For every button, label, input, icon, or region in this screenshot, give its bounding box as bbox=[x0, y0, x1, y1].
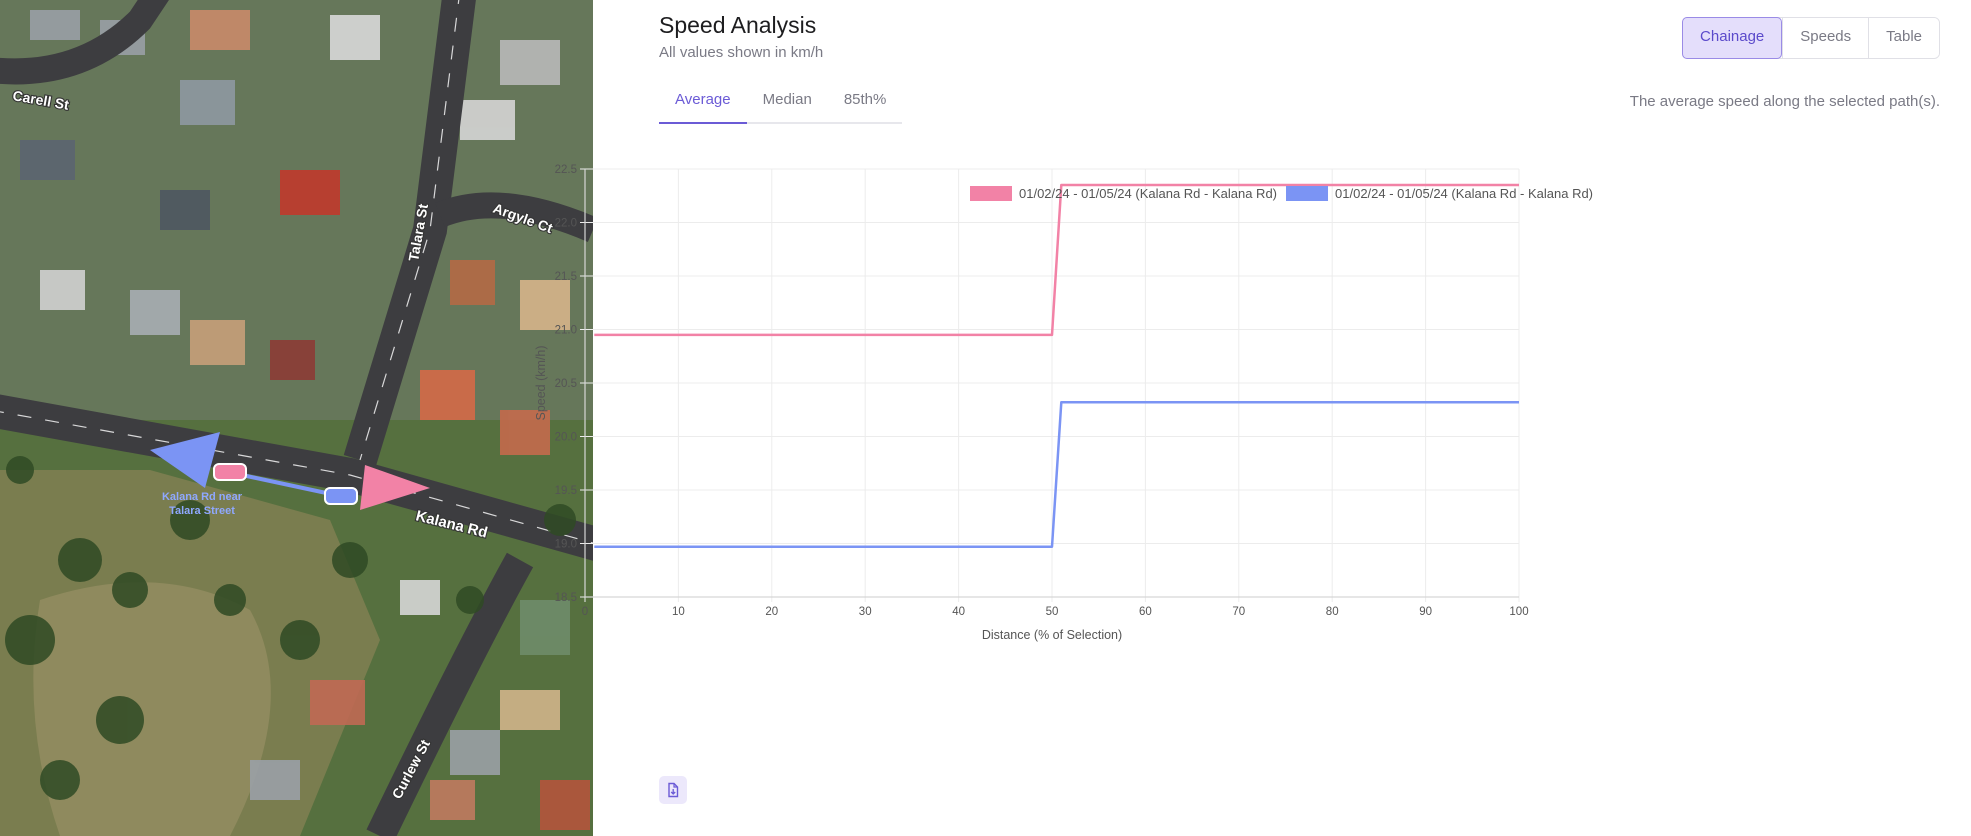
tab-average[interactable]: Average bbox=[659, 86, 747, 124]
view-chainage-button[interactable]: Chainage bbox=[1682, 17, 1783, 59]
chart-axes: 0 10 20 30 40 50 60 70 80 90 10022.522.021.521.020… bbox=[555, 164, 1529, 618]
legend-swatch-0 bbox=[970, 186, 1012, 201]
x-tick-label: 100 bbox=[1509, 606, 1528, 618]
x-tick-label: 20 bbox=[765, 606, 778, 618]
x-tick-label: 90 bbox=[1419, 606, 1432, 618]
statistic-tabs: Average Median 85th% bbox=[659, 86, 902, 124]
legend-label-1[interactable]: 01/02/24 - 01/05/24 (Kalana Rd - Kalana … bbox=[1335, 186, 1593, 201]
chart-legend: 01/02/24 - 01/05/24 (Kalana Rd - Kalana … bbox=[970, 186, 1593, 201]
x-tick-label: 50 bbox=[1046, 606, 1059, 618]
view-table-button[interactable]: Table bbox=[1868, 18, 1939, 58]
car-marker-pink[interactable] bbox=[213, 463, 247, 481]
marker-location-label: Kalana Rd near bbox=[162, 491, 243, 503]
legend-label-0[interactable]: 01/02/24 - 01/05/24 (Kalana Rd - Kalana … bbox=[1019, 186, 1277, 201]
view-toggle: Chainage Speeds Table bbox=[1682, 17, 1940, 59]
reverse-direction-arrow[interactable] bbox=[150, 432, 220, 488]
chart-series bbox=[594, 183, 1519, 548]
view-speeds-button[interactable]: Speeds bbox=[1782, 18, 1869, 58]
tab-85th[interactable]: 85th% bbox=[843, 91, 887, 108]
aerial-map[interactable]: Carell St Talara St Argyle Ct Kalana Rd … bbox=[0, 0, 593, 836]
x-axis-label: Distance (% of Selection) bbox=[982, 628, 1122, 642]
export-button[interactable] bbox=[659, 776, 687, 804]
marker-location-label-2: Talara Street bbox=[169, 505, 235, 517]
x-tick-label: 80 bbox=[1326, 606, 1339, 618]
page-title: Speed Analysis bbox=[659, 12, 817, 38]
map-canvas[interactable]: Carell St Talara St Argyle Ct Kalana Rd … bbox=[0, 0, 593, 836]
forward-direction-arrow[interactable] bbox=[360, 465, 430, 510]
chart-grid bbox=[580, 168, 1520, 602]
x-tick-label: 10 bbox=[672, 606, 685, 618]
series-line-1 bbox=[594, 401, 1519, 548]
speed-analysis-panel: Speed Analysis All values shown in km/h … bbox=[534, 0, 1971, 836]
series-line-0 bbox=[594, 183, 1519, 337]
tab-median[interactable]: Median bbox=[762, 91, 812, 108]
page-subtitle: All values shown in km/h bbox=[659, 44, 824, 61]
legend-swatch-1 bbox=[1286, 186, 1329, 201]
x-tick-label: 70 bbox=[1232, 606, 1245, 618]
file-export-icon bbox=[668, 782, 679, 798]
car-marker-blue[interactable] bbox=[324, 487, 358, 505]
x-tick-label: 40 bbox=[952, 606, 965, 618]
x-tick-label: 30 bbox=[859, 606, 872, 618]
tab-description: The average speed along the selected pat… bbox=[1629, 93, 1940, 110]
x-tick-label: 60 bbox=[1139, 606, 1152, 618]
